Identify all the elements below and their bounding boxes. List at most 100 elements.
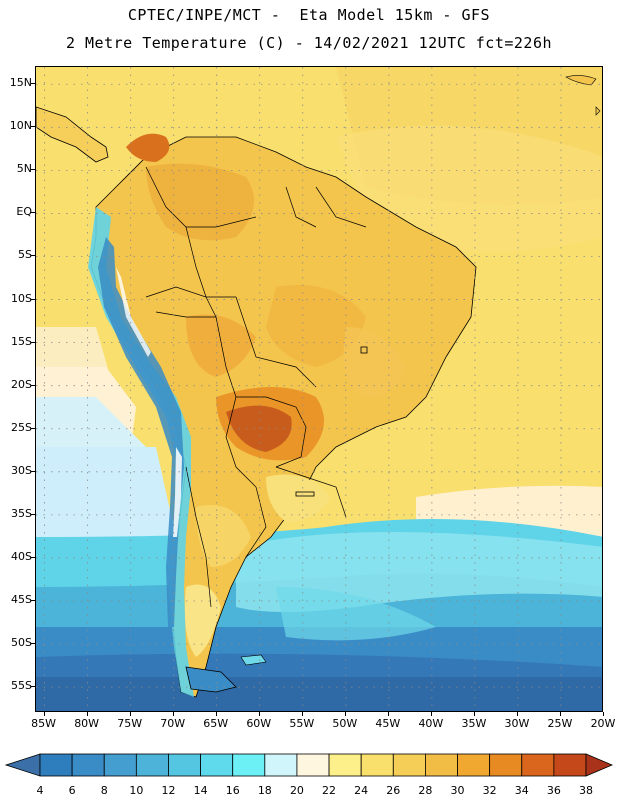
colorbar-tick-label: 10 — [129, 784, 144, 797]
graticule — [36, 67, 602, 711]
latitude-tick — [31, 384, 35, 386]
longitude-tick — [86, 712, 88, 716]
longitude-tick-label: 40W — [418, 717, 444, 730]
colorbar-swatch — [296, 753, 330, 777]
longitude-tick — [129, 712, 131, 716]
colorbar-swatch — [264, 753, 298, 777]
latitude-tick-label: EQ — [16, 205, 32, 219]
colorbar-tick-label: 12 — [161, 784, 176, 797]
longitude-tick-label: 80W — [74, 717, 100, 730]
colorbar-swatch — [360, 753, 394, 777]
latitude-tick-label: 40S — [11, 549, 32, 563]
latitude-tick — [31, 83, 35, 85]
latitude-tick — [31, 298, 35, 300]
colorbar-swatch — [71, 753, 105, 777]
latitude-tick-label: 15N — [9, 76, 32, 90]
colorbar-swatch — [425, 753, 458, 777]
colorbar-underflow-triangle — [4, 753, 41, 777]
colorbar-tick-label: 16 — [225, 784, 240, 797]
colorbar-tick-label: 4 — [36, 784, 44, 797]
colorbar-tick-label: 30 — [450, 784, 465, 797]
longitude-tick-label: 70W — [160, 717, 186, 730]
latitude-tick-label: 35S — [11, 506, 32, 520]
colorbar-tick-label: 38 — [579, 784, 593, 797]
latitude-tick — [31, 427, 35, 429]
colorbar-swatch — [392, 753, 426, 777]
colorbar-tick-label: 14 — [193, 784, 208, 797]
latitude-tick — [31, 643, 35, 645]
latitude-tick — [31, 126, 35, 128]
longitude-tick-label: 25W — [547, 717, 573, 730]
longitude-tick — [258, 712, 260, 716]
temperature-colorbar — [4, 753, 614, 777]
longitude-tick — [301, 712, 303, 716]
latitude-tick-label: 20S — [11, 377, 32, 391]
latitude-tick-label: 5S — [18, 248, 32, 262]
colorbar-swatch — [168, 753, 201, 777]
longitude-tick-label: 35W — [461, 717, 487, 730]
latitude-tick-label: 5N — [16, 162, 32, 176]
colorbar-tick-label: 36 — [546, 784, 561, 797]
colorbar-tick-label: 26 — [386, 784, 401, 797]
colorbar-tick-label: 6 — [68, 784, 76, 797]
latitude-tick — [31, 556, 35, 558]
latitude-tick-label: 45S — [11, 593, 32, 607]
latitude-tick-label: 25S — [11, 420, 32, 434]
latitude-tick — [31, 470, 35, 472]
colorbar-swatch — [135, 753, 169, 777]
colorbar-tick-label: 24 — [354, 784, 369, 797]
colorbar-tick-label: 18 — [257, 784, 272, 797]
lagoon-marker — [295, 491, 315, 497]
longitude-tick-label: 20W — [590, 717, 616, 730]
latitude-tick — [31, 255, 35, 257]
latitude-tick-label: 55S — [11, 679, 32, 693]
longitude-tick — [559, 712, 561, 716]
country-borders — [145, 166, 367, 608]
colorbar-swatch — [553, 753, 587, 777]
colorbar-swatch — [489, 753, 523, 777]
longitude-tick-label: 30W — [504, 717, 530, 730]
map-subtitle: 2 Metre Temperature (C) - 14/02/2021 12U… — [65, 34, 553, 52]
longitude-tick — [603, 712, 604, 716]
longitude-tick-label: 50W — [332, 717, 358, 730]
latitude-tick — [31, 513, 35, 515]
colorbar-tick-label: 34 — [514, 784, 529, 797]
colorbar-swatch — [457, 753, 491, 777]
latitude-tick-label: 50S — [11, 636, 32, 650]
latitude-tick — [31, 341, 35, 343]
map-title: CPTEC/INPE/MCT - Eta Model 15km - GFS — [127, 6, 491, 24]
colorbar-overflow-triangle — [585, 753, 614, 777]
colorbar-swatch — [39, 753, 73, 777]
latitude-tick — [31, 600, 35, 602]
longitude-tick — [387, 712, 389, 716]
longitude-tick-label: 60W — [246, 717, 272, 730]
longitude-tick-label: 75W — [117, 717, 143, 730]
colorbar-tick-label: 22 — [322, 784, 337, 797]
lake-marker — [360, 346, 368, 354]
longitude-tick — [473, 712, 475, 716]
longitude-tick — [215, 712, 217, 716]
colorbar-tick-label: 32 — [482, 784, 497, 797]
longitude-tick — [430, 712, 432, 716]
longitude-tick-label: 65W — [203, 717, 229, 730]
latitude-tick-label: 10S — [11, 291, 32, 305]
longitude-tick-label: 85W — [31, 717, 57, 730]
colorbar-tick-label: 28 — [418, 784, 433, 797]
colorbar-tick-label: 8 — [100, 784, 108, 797]
colorbar-swatch — [521, 753, 555, 777]
colorbar-swatch — [103, 753, 137, 777]
longitude-tick — [172, 712, 174, 716]
colorbar-swatch — [232, 753, 266, 777]
latitude-tick-label: 15S — [11, 334, 32, 348]
latitude-tick — [31, 212, 35, 214]
longitude-tick — [516, 712, 518, 716]
colorbar-swatch — [200, 753, 234, 777]
latitude-tick — [31, 686, 35, 688]
longitude-tick — [344, 712, 346, 716]
longitude-tick — [43, 712, 45, 716]
colorbar-tick-label: 20 — [289, 784, 304, 797]
south-america-land — [36, 75, 601, 698]
longitude-tick-label: 55W — [289, 717, 315, 730]
latitude-tick-label: 30S — [11, 463, 32, 477]
colorbar-swatch — [328, 753, 362, 777]
